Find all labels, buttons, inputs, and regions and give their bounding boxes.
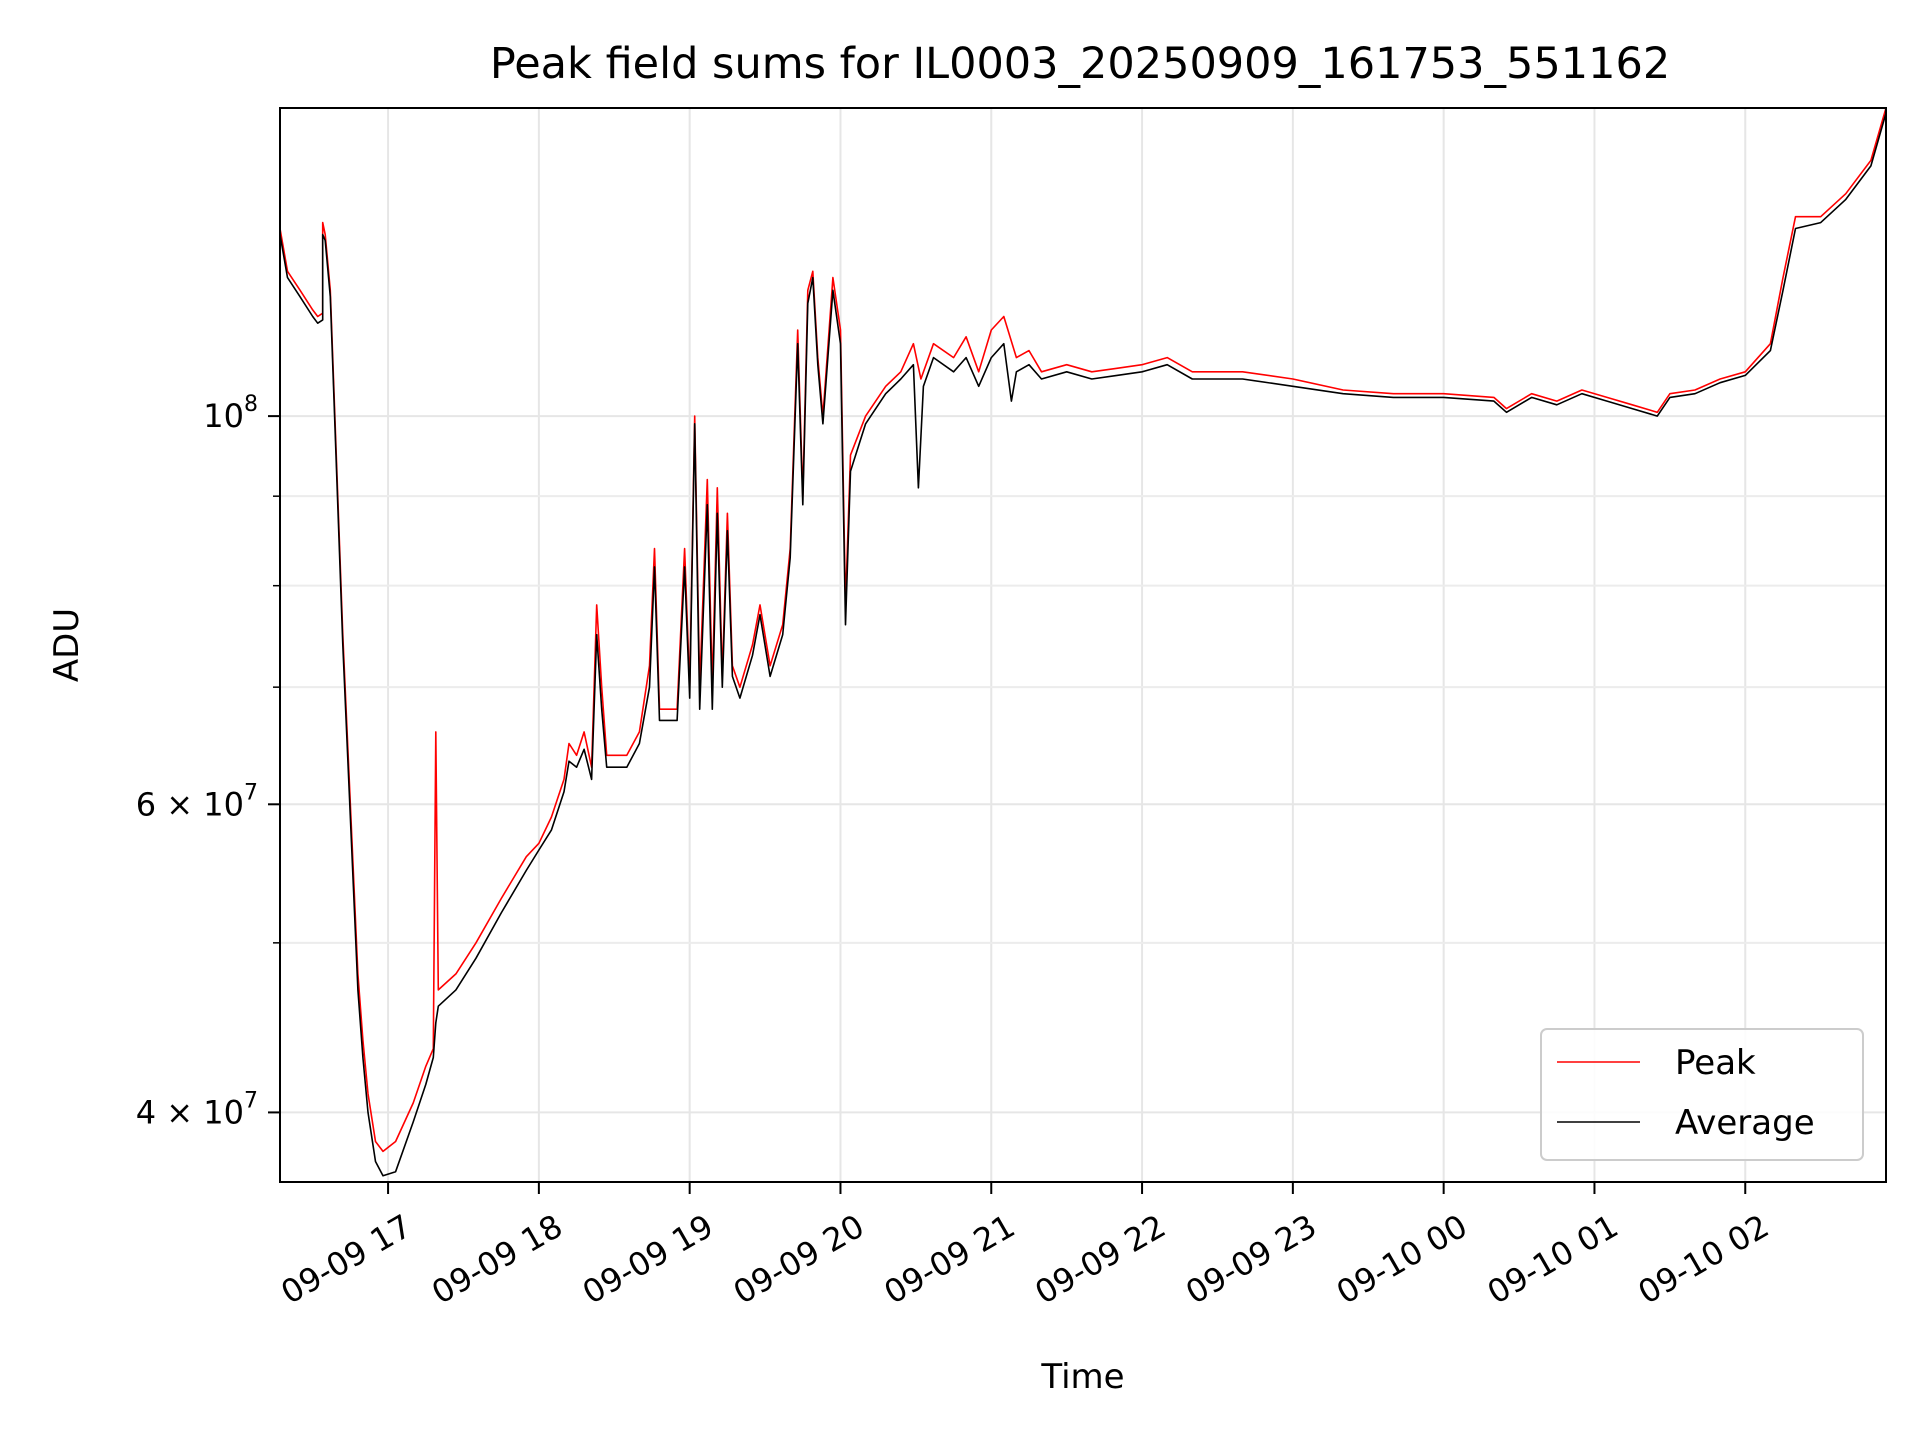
series-line-average (279, 112, 1887, 1177)
y-tick-label: 4 × 107 (136, 1088, 258, 1131)
chart-title: Peak field sums for IL0003_20250909_1617… (490, 39, 1670, 89)
y-tick-label-exponent: 7 (244, 780, 258, 805)
legend-label-average: Average (1675, 1103, 1815, 1143)
grid (280, 108, 1886, 1182)
y-tick-label: 6 × 107 (136, 780, 258, 823)
x-axis-label: Time (1040, 1357, 1124, 1397)
y-tick-label-base: 10 (203, 397, 244, 435)
y-tick-label-exponent: 8 (244, 392, 258, 417)
y-axis-label: ADU (47, 608, 87, 682)
plot-frame (279, 107, 1887, 1183)
legend: Peak Average (1540, 1028, 1864, 1161)
series-layer (279, 107, 1887, 1177)
ticks (268, 415, 1747, 1194)
y-tick-label-base: 6 × 10 (136, 785, 244, 823)
legend-label-peak: Peak (1675, 1043, 1756, 1083)
series-line-peak (279, 107, 1887, 1153)
y-tick-label-exponent: 7 (244, 1088, 258, 1113)
y-tick-label: 108 (203, 392, 258, 435)
y-tick-label-base: 4 × 10 (136, 1093, 244, 1131)
